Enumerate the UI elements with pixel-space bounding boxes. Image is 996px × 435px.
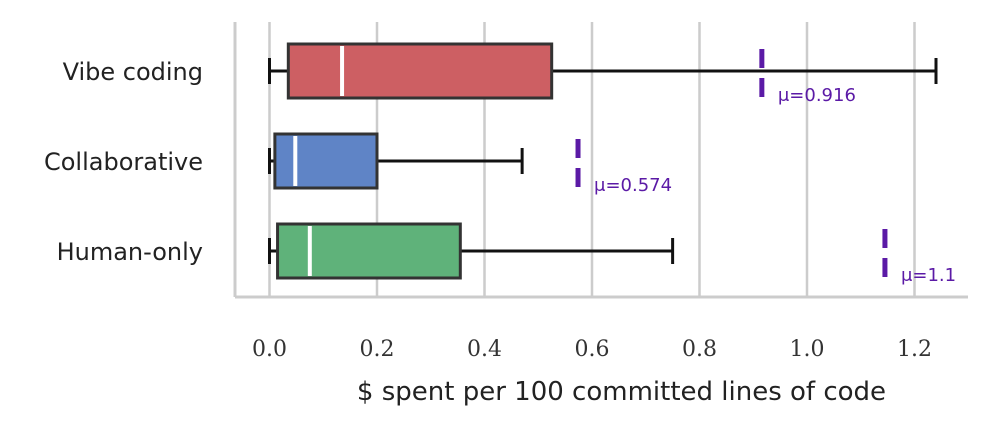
x-tick-label: 1.2 — [897, 337, 932, 362]
box-iqr — [286, 42, 554, 100]
category-label: Human-only — [57, 238, 203, 266]
x-tick-labels: 0.0 0.2 0.4 0.6 0.8 1.0 1.2 — [252, 337, 932, 362]
boxes — [268, 42, 938, 280]
x-axis-title: $ spent per 100 committed lines of code — [357, 377, 886, 407]
mean-marker: μ=0.574 — [575, 139, 672, 196]
mean-markers: μ=0.916 μ=0.574 μ=1.1 — [575, 49, 956, 286]
mean-label: μ=0.916 — [778, 85, 856, 106]
mean-marker: μ=0.916 — [759, 49, 856, 106]
category-label: Collaborative — [44, 148, 203, 176]
x-tick-label: 0.8 — [682, 337, 717, 362]
x-tick-label: 0.6 — [575, 337, 610, 362]
box-human-only — [268, 222, 675, 280]
box-collaborative — [268, 132, 524, 190]
category-labels: Vibe coding Collaborative Human-only — [44, 58, 203, 266]
category-label: Vibe coding — [63, 58, 203, 86]
box-vibe-coding — [268, 42, 938, 100]
x-tick-label: 0.0 — [252, 337, 287, 362]
box-iqr — [273, 132, 379, 190]
mean-label: μ=0.574 — [594, 175, 672, 196]
axes — [233, 22, 968, 299]
mean-marker: μ=1.1 — [882, 229, 956, 286]
x-tick-label: 0.2 — [360, 337, 395, 362]
x-tick-label: 0.4 — [467, 337, 502, 362]
mean-label: μ=1.1 — [901, 265, 956, 286]
box-iqr — [276, 222, 462, 280]
x-tick-label: 1.0 — [790, 337, 825, 362]
